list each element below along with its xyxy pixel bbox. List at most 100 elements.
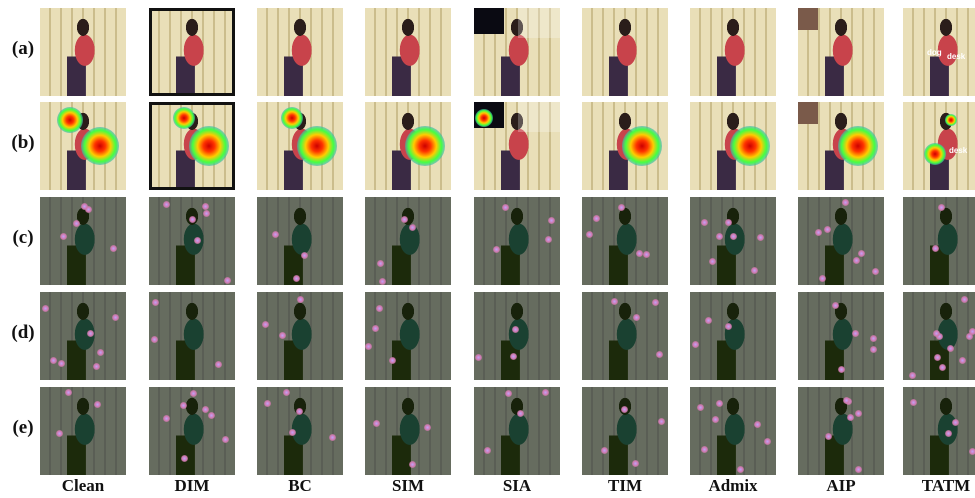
saliency-spot: [264, 400, 271, 407]
image: [474, 292, 560, 380]
heatmap: [81, 127, 119, 165]
saliency-spot: [586, 231, 593, 238]
saliency-spot: [163, 201, 170, 208]
saliency-spot: [934, 354, 941, 361]
image: [257, 8, 343, 96]
saliency-spot: [952, 419, 959, 426]
saliency-spot: [372, 325, 379, 332]
saliency-spot: [910, 399, 917, 406]
image: [582, 102, 668, 190]
saliency-spot: [705, 317, 712, 324]
image: [40, 197, 126, 285]
saliency-spot: [97, 349, 104, 356]
saliency-spot: [709, 258, 716, 265]
column-label: DIM: [137, 476, 247, 496]
saliency-spot: [961, 296, 968, 303]
saliency-spot: [65, 389, 72, 396]
saliency-spot: [656, 351, 663, 358]
patch: [798, 8, 818, 30]
figure: (a)dogdesk(b)desk(c)(d)(e)CleanDIMBCSIMS…: [0, 0, 975, 498]
saliency-spot: [512, 326, 519, 333]
saliency-spot: [838, 366, 845, 373]
saliency-spot: [945, 430, 952, 437]
image: [798, 102, 884, 190]
saliency-spot: [377, 260, 384, 267]
image: [903, 387, 975, 475]
saliency-spot: [94, 401, 101, 408]
saliency-spot: [757, 234, 764, 241]
saliency-spot: [542, 389, 549, 396]
saliency-spot: [505, 390, 512, 397]
image: [582, 8, 668, 96]
saliency-spot: [190, 390, 197, 397]
image: [903, 197, 975, 285]
heatmap: [189, 126, 229, 166]
saliency-spot: [376, 305, 383, 312]
saliency-spot: [909, 372, 916, 379]
saliency-spot: [601, 447, 608, 454]
heatmap: [945, 114, 957, 126]
saliency-spot: [855, 466, 862, 473]
heatmap: [281, 107, 303, 129]
image: [40, 102, 126, 190]
image: [798, 387, 884, 475]
column-label: TIM: [570, 476, 680, 496]
saliency-spot: [825, 433, 832, 440]
image: [690, 197, 776, 285]
row-label: (d): [6, 322, 40, 344]
patch: [518, 8, 560, 38]
image: [149, 8, 235, 96]
saliency-spot: [379, 278, 386, 285]
saliency-spot: [819, 275, 826, 282]
heatmap: [173, 107, 195, 129]
saliency-spot: [692, 341, 699, 348]
saliency-spot: [545, 236, 552, 243]
saliency-spot: [283, 389, 290, 396]
heatmap: [475, 109, 493, 127]
row-label: (e): [6, 417, 40, 439]
saliency-spot: [824, 226, 831, 233]
image: [582, 292, 668, 380]
saliency-spot: [858, 250, 865, 257]
saliency-spot: [725, 323, 732, 330]
saliency-spot: [224, 277, 231, 284]
saliency-spot: [842, 199, 849, 206]
row-label: (c): [6, 227, 40, 249]
image: desk: [903, 102, 975, 190]
image: [365, 292, 451, 380]
saliency-spot: [60, 233, 67, 240]
saliency-spot: [42, 305, 49, 312]
image: [149, 292, 235, 380]
saliency-spot: [832, 302, 839, 309]
saliency-spot: [189, 216, 196, 223]
saliency-spot: [58, 360, 65, 367]
image: [257, 102, 343, 190]
saliency-spot: [872, 268, 879, 275]
image: [582, 197, 668, 285]
image: [149, 197, 235, 285]
patch: [798, 102, 818, 124]
saliency-spot: [56, 430, 63, 437]
image: [690, 292, 776, 380]
heatmap: [622, 126, 662, 166]
saliency-spot: [621, 406, 628, 413]
saliency-spot: [632, 460, 639, 467]
image: [798, 292, 884, 380]
saliency-spot: [409, 224, 416, 231]
saliency-spot: [712, 416, 719, 423]
saliency-spot: [701, 219, 708, 226]
saliency-spot: [50, 357, 57, 364]
image-text: desk: [947, 52, 965, 61]
saliency-spot: [852, 330, 859, 337]
saliency-spot: [593, 215, 600, 222]
saliency-spot: [110, 245, 117, 252]
saliency-spot: [475, 354, 482, 361]
saliency-spot: [329, 434, 336, 441]
patch: [474, 8, 504, 34]
saliency-spot: [966, 333, 973, 340]
saliency-spot: [969, 448, 975, 455]
saliency-spot: [373, 420, 380, 427]
saliency-spot: [510, 353, 517, 360]
saliency-spot: [262, 321, 269, 328]
